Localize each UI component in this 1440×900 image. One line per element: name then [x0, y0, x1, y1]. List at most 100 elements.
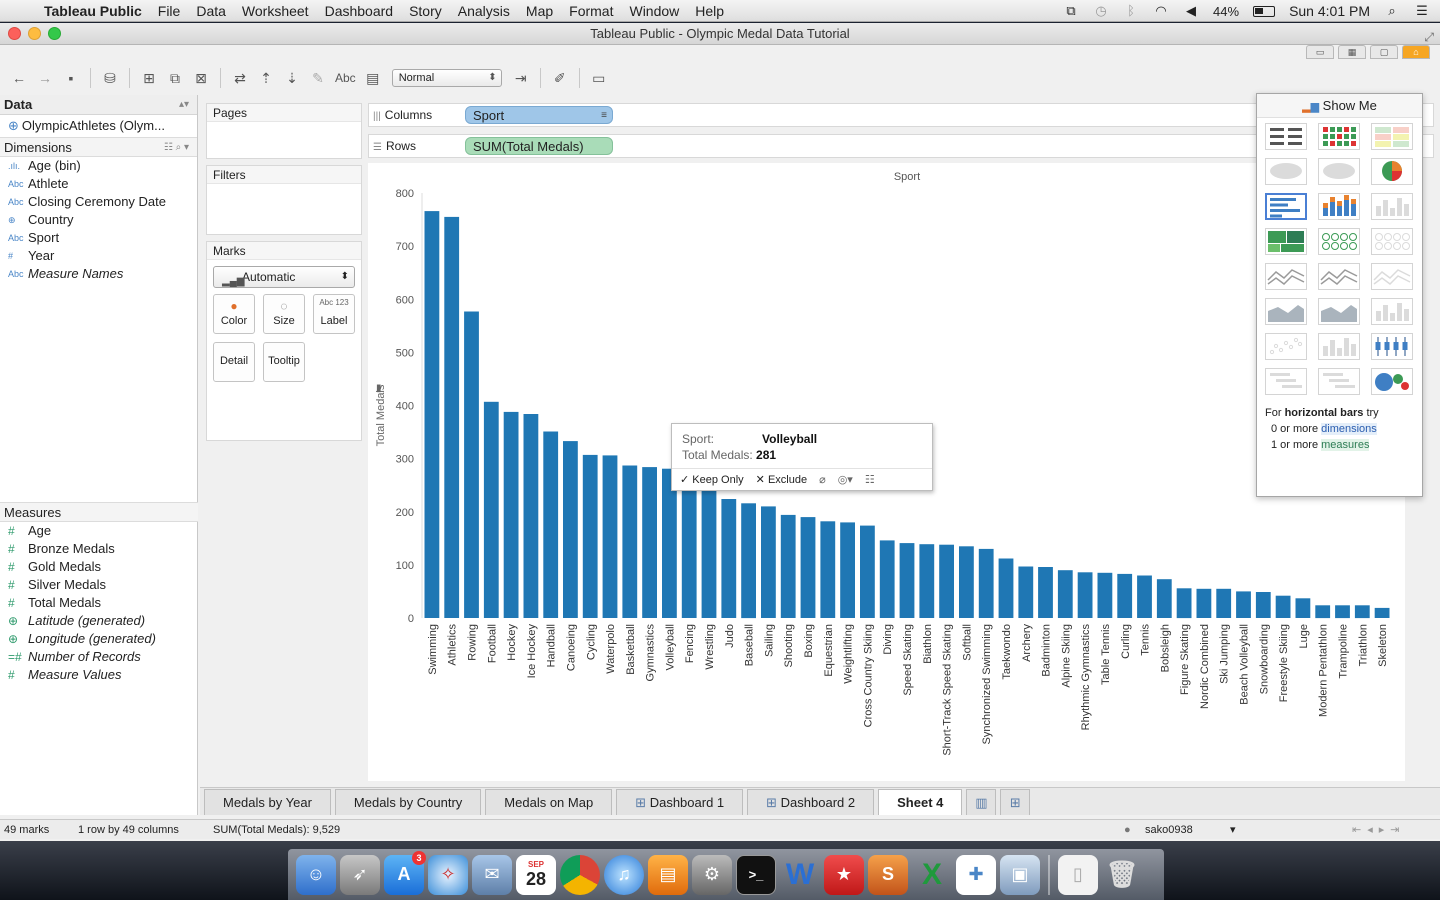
show-me-circle-views-icon[interactable]	[1318, 228, 1360, 255]
show-me-filled-map-icon[interactable]	[1318, 158, 1360, 185]
bar[interactable]	[919, 544, 935, 618]
bar[interactable]	[1255, 592, 1271, 618]
bar[interactable]	[1057, 570, 1073, 618]
menu-format[interactable]: Format	[569, 2, 614, 19]
dimension-sport[interactable]: Abc Sport	[0, 229, 197, 247]
sublime-text-icon[interactable]: S	[868, 854, 908, 895]
bar[interactable]	[701, 487, 717, 618]
wifi-icon[interactable]: ◠	[1155, 3, 1167, 18]
undo-icon[interactable]: ←	[12, 70, 26, 86]
dimension-country[interactable]: ⊕ Country	[0, 211, 197, 229]
bar[interactable]	[1236, 591, 1251, 618]
show-me-heat-map-icon[interactable]	[1318, 123, 1360, 150]
menu-map[interactable]: Map	[525, 2, 554, 19]
label-button[interactable]: Abc 123 Label	[313, 294, 355, 334]
tab-dashboard-2[interactable]: ⊞ Dashboard 2	[747, 789, 875, 815]
measure-latitude-generated[interactable]: ⊕ Latitude (generated)	[0, 612, 198, 630]
mode-tab-home-icon[interactable]: ⌂	[1402, 45, 1430, 59]
tab-dashboard-1[interactable]: ⊞ Dashboard 1	[616, 789, 744, 815]
total-medals-pill[interactable]: SUM(Total Medals)	[465, 137, 613, 155]
bar[interactable]	[721, 499, 737, 618]
show-me-dual-lines-icon[interactable]	[1371, 263, 1413, 290]
bar[interactable]	[761, 506, 776, 618]
trash-icon[interactable]: 🗑	[1105, 859, 1139, 889]
calendar-icon[interactable]: SEP 28	[516, 854, 556, 895]
swap-icon[interactable]: ⇄	[234, 69, 246, 86]
measure-number-of-records[interactable]: =# Number of Records	[0, 648, 198, 666]
dimension-measure-names[interactable]: Abc Measure Names	[0, 265, 197, 283]
measure-measure-values[interactable]: # Measure Values	[0, 666, 198, 684]
tab-medals-by-country[interactable]: Medals by Country	[334, 789, 482, 815]
battery-icon[interactable]	[1253, 5, 1276, 17]
show-me-pie-chart-icon[interactable]	[1371, 158, 1413, 185]
show-me-symbol-map-icon[interactable]	[1265, 158, 1307, 185]
bar[interactable]	[483, 401, 499, 618]
status-user[interactable]: sako0938	[1145, 824, 1193, 836]
user-dropdown-icon[interactable]: ▾	[1230, 824, 1236, 836]
bar[interactable]	[860, 525, 875, 618]
show-cards-icon[interactable]: ▤	[366, 69, 380, 86]
show-me-continuous-lines-icon[interactable]	[1265, 263, 1307, 290]
bar[interactable]	[1077, 572, 1093, 618]
show-me-bullet-graph-icon[interactable]	[1318, 368, 1360, 395]
show-me-packed-bubbles-icon[interactable]	[1371, 368, 1413, 395]
show-me-box-and-whisker-icon[interactable]	[1371, 333, 1413, 360]
word-icon[interactable]: W	[785, 857, 815, 891]
bar[interactable]	[1196, 588, 1212, 618]
tab-medals-by-year[interactable]: Medals by Year	[204, 789, 331, 815]
bar[interactable]	[998, 558, 1014, 619]
bookmark-app-icon[interactable]: ★	[824, 854, 864, 895]
screen-mirror-icon[interactable]: ⧉	[1066, 3, 1076, 18]
dimension-athlete[interactable]: Abc Athlete	[0, 175, 197, 193]
show-me-stacked-bars-icon[interactable]	[1318, 193, 1360, 220]
bar[interactable]	[1176, 588, 1192, 619]
window-minimize-button[interactable]	[28, 27, 41, 40]
mark-type-select[interactable]: ▂▄▆ Automatic	[213, 266, 355, 288]
bar[interactable]	[681, 471, 697, 618]
menu-story[interactable]: Story	[409, 2, 442, 19]
bar[interactable]	[602, 455, 618, 618]
measure-silver-medals[interactable]: # Silver Medals	[0, 576, 198, 594]
show-me-highlight-table-icon[interactable]	[1371, 123, 1413, 150]
bar[interactable]	[1275, 595, 1291, 618]
bar[interactable]	[1354, 605, 1370, 619]
show-me-side-by-side-circles-icon[interactable]	[1371, 228, 1413, 255]
fit-select[interactable]: Normal	[391, 69, 502, 87]
save-icon[interactable]: ▪	[68, 70, 74, 86]
view-data-icon[interactable]: ☷	[864, 474, 875, 486]
menu-file[interactable]: File	[157, 2, 181, 19]
exclude-button[interactable]: ✕ Exclude	[756, 473, 807, 486]
show-me-scatter-plot-icon[interactable]	[1265, 333, 1307, 360]
show-me-horizontal-bars-icon[interactable]	[1265, 193, 1307, 220]
bar[interactable]	[1117, 573, 1133, 618]
dimension-closing-ceremony-date[interactable]: Abc Closing Ceremony Date	[0, 193, 197, 211]
bar[interactable]	[879, 540, 895, 618]
measure-gold-medals[interactable]: # Gold Medals	[0, 558, 198, 576]
bar[interactable]	[1156, 579, 1172, 618]
bar[interactable]	[1335, 605, 1350, 619]
presentation-mode-icon[interactable]: ▭	[592, 69, 606, 86]
bar[interactable]	[840, 522, 855, 618]
bar[interactable]	[1097, 572, 1113, 618]
terminal-icon[interactable]: >_	[736, 854, 776, 895]
annotate-icon[interactable]: ✐	[553, 69, 566, 86]
clock[interactable]: Sun 4:01 PM	[1289, 3, 1370, 19]
mode-tab-1-icon[interactable]: ▭	[1306, 45, 1334, 59]
size-button[interactable]: ◌ Size	[263, 294, 305, 334]
color-button[interactable]: ● Color	[213, 294, 255, 334]
dimension-age-bin[interactable]: .ılı. Age (bin)	[0, 157, 197, 175]
bar[interactable]	[780, 514, 796, 618]
safari-icon[interactable]: ✧	[428, 854, 468, 895]
filters-card[interactable]: Filters	[206, 165, 362, 235]
bar[interactable]	[800, 517, 816, 618]
highlight-icon[interactable]: ✎	[312, 69, 324, 86]
datasource-item[interactable]: ⊕ OlympicAthletes (Olym...	[0, 115, 197, 137]
pane-options-icon[interactable]: ▴▾	[178, 99, 189, 110]
bar[interactable]	[424, 211, 440, 618]
mode-tab-2-icon[interactable]: ▦	[1338, 45, 1366, 59]
bar[interactable]	[523, 414, 539, 618]
bar[interactable]	[662, 468, 677, 618]
time-machine-icon[interactable]: ◷	[1095, 3, 1107, 18]
sort-ascending-icon[interactable]: ⇡	[260, 69, 272, 86]
